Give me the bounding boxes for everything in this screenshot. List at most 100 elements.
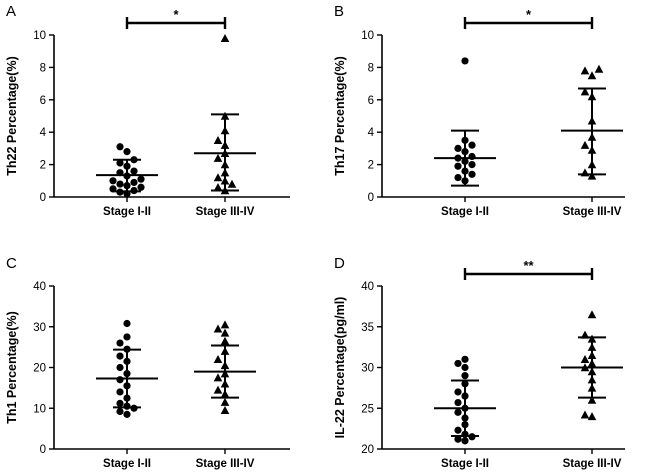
data-point [580, 140, 590, 149]
data-point [123, 319, 131, 328]
panel-a: A Th22 Percentage(%) Stage I-II Stage II… [5, 3, 290, 218]
data-point [594, 64, 604, 73]
y-tick-label: 2 [40, 160, 46, 172]
data-point [454, 408, 462, 416]
data-point [454, 426, 462, 434]
data-point [116, 376, 124, 384]
data-point [454, 435, 462, 443]
y-tick-label: 40 [33, 281, 46, 293]
panel-c: C Th1 Percentage(%) Stage I-II Stage III… [5, 255, 290, 470]
data-point [137, 175, 145, 183]
data-point [454, 173, 462, 182]
y-tick-label: 25 [361, 403, 374, 415]
data-point [220, 33, 230, 42]
data-point [213, 136, 223, 144]
y-tick-label: 8 [368, 62, 374, 74]
data-point [213, 373, 223, 382]
data-point [580, 410, 590, 419]
data-point [213, 153, 223, 162]
data-point [213, 385, 223, 394]
y-tick-label: 30 [361, 363, 374, 375]
data-point [220, 320, 230, 329]
category-label: Stage III-IV [196, 206, 255, 218]
panel-letter: C [6, 255, 17, 272]
data-point [461, 372, 469, 380]
y-tick-label: 30 [33, 322, 46, 334]
category-label: Stage I-II [441, 206, 489, 218]
data-point [227, 179, 237, 188]
data-point [220, 336, 230, 345]
y-tick-label: 6 [40, 95, 46, 107]
data-point [116, 159, 124, 167]
data-point [587, 412, 597, 421]
data-point [213, 355, 223, 364]
data-point [220, 397, 230, 406]
category-label: Stage I-II [103, 206, 151, 218]
data-point [580, 87, 590, 96]
data-point [468, 161, 476, 169]
data-point [454, 388, 462, 396]
y-axis-label: Th22 Percentage(%) [5, 56, 19, 175]
data-point [116, 399, 124, 407]
category-label: Stage III-IV [563, 206, 622, 218]
data-point [580, 66, 590, 75]
significance-label: * [173, 7, 179, 22]
data-point [454, 398, 462, 407]
data-point [116, 407, 124, 416]
y-tick-label: 6 [368, 95, 374, 107]
data-point [461, 355, 469, 363]
significance-label: ** [523, 258, 534, 273]
data-point [587, 310, 597, 319]
data-point [130, 167, 138, 175]
y-tick-label: 10 [361, 30, 374, 42]
data-point [116, 339, 124, 347]
data-point [220, 328, 230, 337]
y-tick-label: 0 [40, 444, 46, 456]
y-tick-label: 4 [368, 127, 375, 139]
data-point [587, 171, 597, 180]
data-point [220, 405, 230, 414]
data-point [137, 183, 145, 191]
data-point [454, 144, 462, 152]
data-point [213, 173, 223, 182]
data-point [468, 141, 476, 149]
category-label: Stage I-II [441, 458, 489, 470]
y-tick-label: 0 [368, 192, 374, 204]
y-tick-label: 8 [40, 62, 46, 74]
y-tick-label: 20 [361, 444, 374, 456]
data-point [116, 143, 124, 151]
data-point [130, 178, 138, 187]
data-point [213, 182, 223, 191]
y-axis-label: Th1 Percentage(%) [5, 311, 19, 424]
y-tick-label: 10 [33, 403, 46, 415]
y-tick-label: 0 [40, 192, 46, 204]
data-point [213, 324, 223, 333]
data-point [123, 148, 131, 156]
significance-label: * [526, 7, 532, 22]
panel-letter: B [334, 3, 344, 20]
data-point [123, 333, 131, 341]
data-point [454, 162, 462, 170]
category-label: Stage I-II [103, 458, 151, 470]
data-point [109, 177, 117, 185]
panel-letter: D [334, 255, 345, 272]
y-tick-label: 4 [40, 127, 47, 139]
data-point [116, 388, 124, 396]
data-point [468, 170, 476, 178]
data-point [461, 57, 469, 65]
category-label: Stage III-IV [563, 458, 622, 470]
data-point [116, 363, 124, 372]
data-point [587, 71, 597, 80]
data-point [587, 395, 597, 404]
y-tick-label: 2 [368, 160, 374, 172]
data-point [461, 437, 469, 445]
panel-letter: A [6, 3, 16, 20]
y-axis-label: IL-22 Percentage(pg/ml) [333, 297, 347, 439]
y-axis-label: Th17 Percentage(%) [333, 56, 347, 175]
data-point [461, 363, 469, 372]
data-point [580, 355, 590, 364]
y-tick-label: 20 [33, 363, 46, 375]
data-point [116, 180, 124, 188]
category-label: Stage III-IV [196, 458, 255, 470]
